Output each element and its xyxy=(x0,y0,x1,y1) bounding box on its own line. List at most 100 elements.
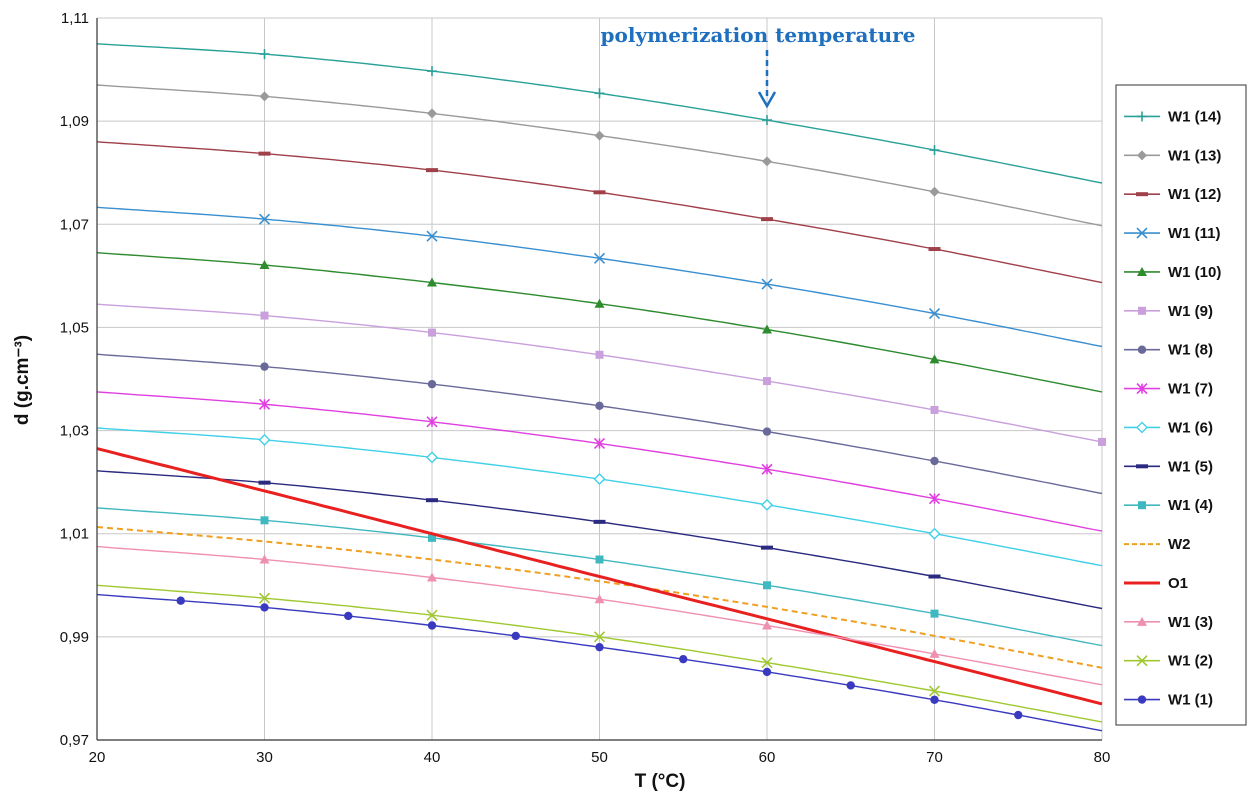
w1-13-marker xyxy=(762,156,772,167)
legend-label: W1 (4) xyxy=(1168,497,1213,514)
w1-10-marker xyxy=(427,277,437,287)
w1-6-marker xyxy=(426,451,438,464)
w1-4-marker xyxy=(260,516,269,525)
annotation-arrow-head xyxy=(757,91,777,109)
w1-2-marker xyxy=(593,631,606,643)
series-layer xyxy=(96,43,1106,732)
w1-11-marker xyxy=(593,252,606,264)
w1-12-marker xyxy=(426,168,438,173)
y-tick-label: 1,03 xyxy=(60,423,89,440)
x-axis-title: T (°C) xyxy=(635,771,686,792)
w1-9-marker xyxy=(428,328,436,337)
annotation: polymerization temperature xyxy=(601,23,915,109)
w1-5-marker xyxy=(928,574,941,579)
legend-label: W1 (5) xyxy=(1168,458,1213,475)
w1-3-marker xyxy=(594,594,605,604)
w1-11-marker xyxy=(928,307,941,320)
y-tick-label: 1,09 xyxy=(60,113,89,130)
legend-w1-6-marker xyxy=(1136,421,1148,434)
legend-label: W1 (6) xyxy=(1168,419,1213,436)
w1-11-marker xyxy=(761,278,773,290)
series-o1 xyxy=(96,447,1103,706)
series-w1-7 xyxy=(96,391,1103,532)
w1-1-marker xyxy=(1014,710,1023,720)
legend-item-w1-4: W1 (4) xyxy=(1124,497,1213,514)
w1-14-marker xyxy=(259,49,270,60)
w1-14-marker xyxy=(427,66,437,77)
w1-5-marker xyxy=(593,519,606,524)
x-tick-label: 80 xyxy=(1094,749,1111,766)
w1-6-marker xyxy=(593,473,606,486)
w1-7-marker xyxy=(258,398,271,410)
w1-11-marker xyxy=(426,230,438,242)
w1-5-marker xyxy=(258,480,271,485)
w1-9-marker xyxy=(1098,437,1106,446)
w1-10-marker xyxy=(259,260,270,270)
legend-item-w1-13: W1 (13) xyxy=(1124,147,1221,164)
legend-w1-5-marker xyxy=(1136,464,1148,469)
y-tick-label: 1,11 xyxy=(61,10,89,27)
w1-1-marker xyxy=(511,631,520,641)
w1-12-marker xyxy=(593,190,606,195)
w1-10-marker xyxy=(594,298,605,308)
legend-item-w1-10: W1 (10) xyxy=(1124,264,1221,281)
series-w1-9-edge xyxy=(1098,437,1106,446)
series-w1-11 xyxy=(96,206,1103,348)
w1-6-marker xyxy=(928,527,941,540)
x-tick-label: 50 xyxy=(591,749,608,766)
w1-13-marker xyxy=(427,108,437,119)
legend-label: W1 (9) xyxy=(1168,303,1213,320)
w1-1-marker xyxy=(846,681,855,690)
legend-label: O1 xyxy=(1168,575,1188,592)
w1-5-marker xyxy=(426,498,438,503)
legend-item-o1: O1 xyxy=(1124,575,1188,592)
legend-item-w1-3: W1 (3) xyxy=(1124,614,1213,631)
axes: 20 30 40 50 60 70 80 0,97 0,99 1,01 1,03 1,05 1,07 1,… xyxy=(60,10,1111,766)
y-tick-label: 0,99 xyxy=(60,629,89,646)
x-tick-label: 60 xyxy=(759,749,776,766)
legend-item-w1-5: W1 (5) xyxy=(1124,458,1213,475)
w1-12-marker xyxy=(761,217,773,222)
w1-5-marker xyxy=(761,545,773,550)
w1-1-marker xyxy=(176,596,185,605)
legend-item-w1-8: W1 (8) xyxy=(1124,342,1213,359)
legend-label: W1 (11) xyxy=(1168,225,1221,242)
series-w1-2 xyxy=(96,584,1103,723)
w1-6-marker xyxy=(258,433,271,446)
legend-w1-13-marker xyxy=(1137,150,1147,161)
w1-6-marker xyxy=(761,498,773,511)
series-w1-12 xyxy=(96,141,1103,284)
w1-1-marker xyxy=(930,695,939,704)
legend-label: W1 (2) xyxy=(1168,653,1213,670)
legend-w1-1-marker xyxy=(1137,695,1147,704)
y-tick-label: 1,07 xyxy=(60,216,89,233)
legend-w1-9-marker xyxy=(1138,306,1146,315)
legend-item-w1-11: W1 (11) xyxy=(1124,225,1221,242)
legend-w1-10-marker xyxy=(1137,266,1147,276)
legend-item-w1-12: W1 (12) xyxy=(1124,186,1221,203)
legend-item-w1-1: W1 (1) xyxy=(1124,692,1213,709)
w1-1-marker xyxy=(344,611,353,621)
w1-7-marker xyxy=(593,437,606,450)
x-tick-label: 70 xyxy=(926,749,943,766)
w1-12-marker xyxy=(928,247,941,252)
w1-14-marker xyxy=(762,115,772,126)
legend: W1 (14) W1 (13) W1 (12) W1 (11) W1 (10) W1 (9… xyxy=(1115,84,1247,726)
legend-item-w1-2: W1 (2) xyxy=(1124,653,1213,670)
w1-13-marker xyxy=(259,91,270,102)
legend-label: W1 (12) xyxy=(1168,186,1221,203)
w1-8-marker xyxy=(427,379,437,389)
legend-item-w1-7: W1 (7) xyxy=(1124,381,1213,398)
series-w1-10 xyxy=(96,252,1103,393)
legend-w1-11-marker xyxy=(1136,227,1148,239)
w1-1-marker xyxy=(260,603,269,612)
legend-w1-7-marker xyxy=(1136,382,1148,395)
series-w1-8 xyxy=(96,353,1103,495)
w1-13-marker xyxy=(929,186,940,197)
series-w1-1 xyxy=(96,593,1103,732)
legend-w1-2-marker xyxy=(1136,655,1148,667)
w1-2-marker xyxy=(928,685,941,697)
y-tick-label: 1,01 xyxy=(60,526,89,543)
w1-1-marker xyxy=(762,667,772,677)
legend-label: W2 xyxy=(1168,536,1191,553)
